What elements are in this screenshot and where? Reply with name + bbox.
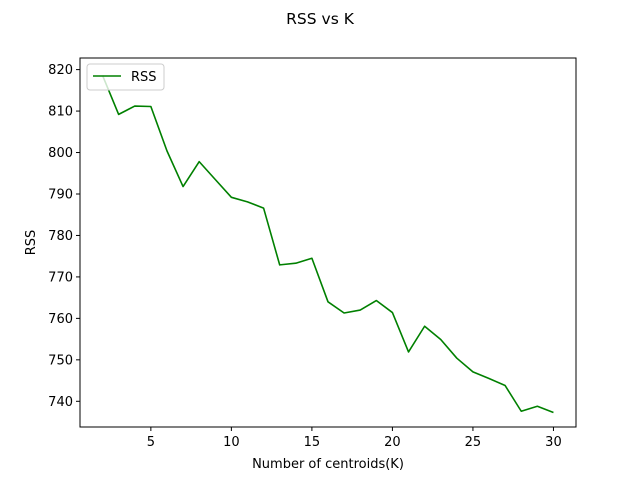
x-tick-label: 5 (147, 435, 155, 450)
x-axis-ticks: 5 10 15 20 25 30 (147, 427, 562, 450)
x-axis-label: Number of centroids(K) (252, 457, 404, 472)
x-tick-label: 25 (465, 435, 482, 450)
series-line-rss (101, 75, 554, 414)
x-tick-label: 10 (223, 435, 240, 450)
y-tick-label: 770 (48, 270, 73, 285)
series-layer (101, 75, 554, 414)
y-tick-label: 820 (48, 63, 73, 78)
legend-label-rss: RSS (131, 70, 157, 85)
x-tick-label: 15 (304, 435, 321, 450)
y-tick-label: 790 (48, 187, 73, 202)
y-tick-label: 740 (48, 395, 73, 410)
chart-title: RSS vs K (286, 10, 355, 28)
x-tick-label: 30 (545, 435, 562, 450)
y-tick-label: 750 (48, 353, 73, 368)
plot-frame (79, 57, 577, 428)
x-tick-label: 20 (384, 435, 401, 450)
y-tick-label: 810 (48, 105, 73, 120)
y-axis-ticks: 740 750 760 770 780 790 800 810 820 (48, 63, 80, 410)
y-tick-label: 780 (48, 229, 73, 244)
legend: RSS (86, 63, 165, 91)
legend-box (86, 63, 165, 91)
y-tick-label: 800 (48, 146, 73, 161)
y-tick-label: 760 (48, 312, 73, 327)
y-axis-label: RSS (24, 230, 39, 256)
